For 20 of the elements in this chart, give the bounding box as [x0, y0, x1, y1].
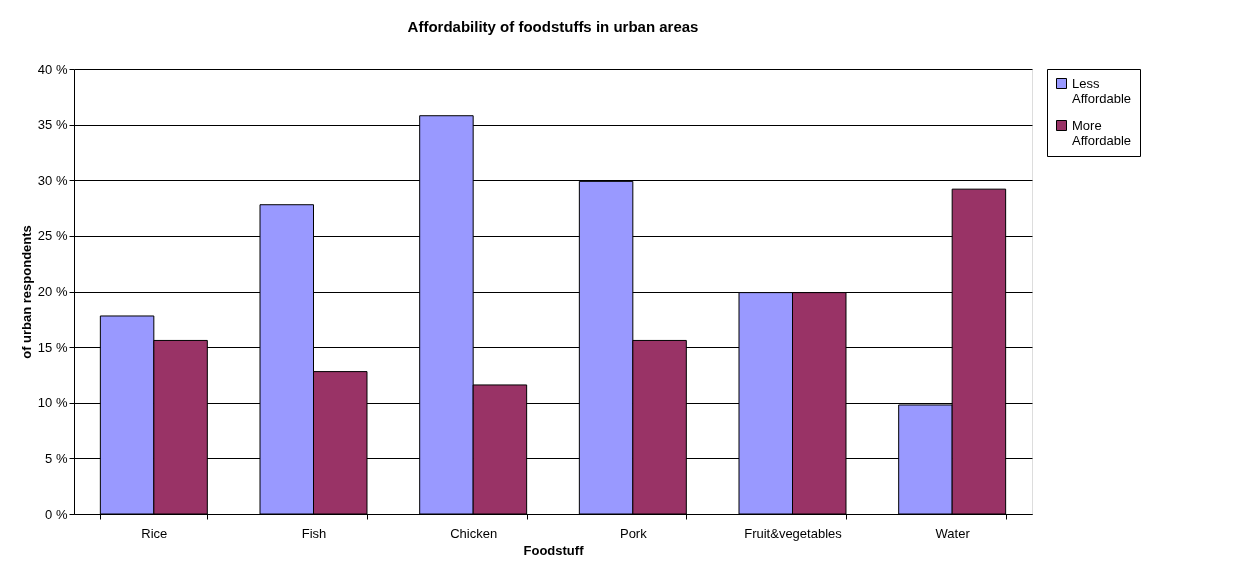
y-tick-label: 20 % — [37, 284, 68, 299]
legend-label: More Affordable — [1072, 117, 1132, 148]
x-tick-label: Water — [935, 525, 971, 541]
y-tick-label: 40 % — [37, 61, 68, 77]
x-tick-label: Pork — [619, 525, 648, 541]
chart-title: Affordability of foodstuffs in urban areas — [407, 18, 699, 35]
x-tick-label: Chicken — [450, 525, 498, 541]
x-tick-label: Fruit&vegetables — [744, 525, 843, 541]
y-tick-label: 15 % — [37, 339, 68, 355]
y-tick-label: 25 % — [37, 228, 68, 244]
y-tick-label: 35 % — [37, 117, 68, 133]
y-tick-label: 0 % — [45, 506, 68, 522]
legend-label: Less Affordable — [1072, 75, 1132, 106]
y-tick-label: 30 % — [37, 172, 68, 188]
x-tick-label: Fish — [301, 525, 327, 541]
x-axis-title: Foodstuff — [523, 542, 585, 558]
y-axis-title: of urban respondents — [18, 225, 34, 359]
x-tick-label: Rice — [141, 525, 168, 541]
y-tick-label: 5 % — [45, 450, 68, 466]
y-tick-label: 10 % — [37, 395, 68, 411]
